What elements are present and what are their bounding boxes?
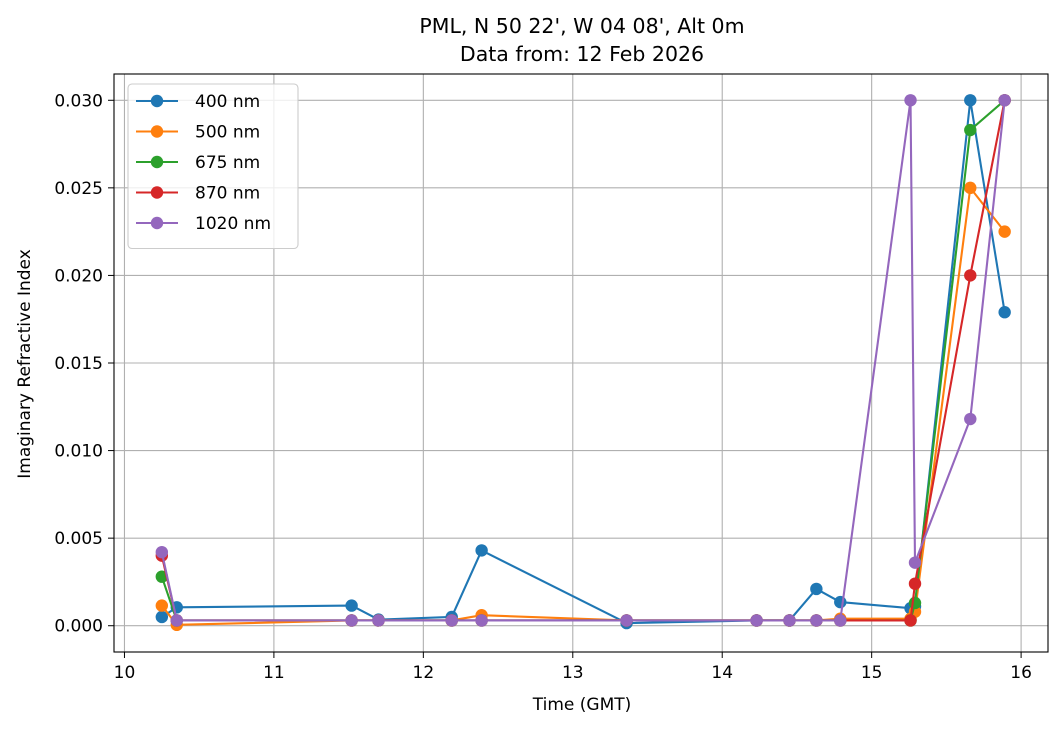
data-point — [998, 225, 1011, 238]
y-tick-label: 0.015 — [54, 354, 103, 374]
x-tick-label: 15 — [861, 663, 883, 683]
data-point — [170, 614, 183, 627]
data-point — [345, 614, 358, 627]
legend-box — [127, 83, 299, 250]
chart-subtitle: Data from: 12 Feb 2026 — [460, 42, 704, 66]
x-axis-label: Time (GMT) — [532, 695, 632, 715]
data-point — [620, 614, 633, 627]
legend-label: 870 nm — [195, 184, 260, 204]
data-point — [810, 614, 823, 627]
legend-marker — [150, 155, 164, 169]
data-point — [155, 545, 169, 559]
y-tick-label: 0.005 — [54, 529, 103, 549]
data-point — [810, 582, 823, 596]
x-tick-label: 10 — [114, 663, 136, 683]
data-point — [964, 412, 977, 426]
data-point — [964, 269, 977, 282]
y-tick-label: 0.030 — [54, 91, 103, 111]
legend-label: 675 nm — [195, 153, 260, 173]
series-1020-nm — [155, 94, 1011, 627]
axis-ticks: 10 11 12 13 14 15 16 0.000 0.005 0.010 0.015 0.020 0… — [54, 91, 1032, 683]
x-tick-label: 13 — [562, 663, 584, 683]
legend-item: 675 nm — [136, 153, 260, 173]
legend: 400 nm 500 nm 675 nm 870 nm 1020 nm — [127, 83, 299, 250]
legend-label: 400 nm — [195, 92, 260, 112]
legend-marker — [150, 186, 164, 199]
x-tick-label: 14 — [711, 663, 733, 683]
legend-item: 400 nm — [136, 92, 260, 112]
y-axis-label: Imaginary Refractive Index — [15, 249, 35, 479]
data-point — [155, 610, 169, 624]
legend-marker — [150, 94, 164, 108]
y-tick-label: 0.010 — [54, 442, 103, 462]
data-point — [345, 599, 358, 612]
chart-title: PML, N 50 22', W 04 08', Alt 0m — [419, 14, 744, 38]
data-point — [783, 614, 796, 627]
legend-item: 870 nm — [136, 184, 260, 204]
x-tick-label: 11 — [263, 663, 285, 683]
legend-item: 500 nm — [136, 123, 260, 143]
data-point — [908, 577, 922, 590]
y-tick-label: 0.000 — [54, 617, 103, 637]
data-point — [964, 123, 977, 137]
data-point — [155, 599, 169, 612]
data-point — [998, 306, 1011, 319]
data-point — [750, 614, 763, 627]
data-point — [834, 595, 847, 609]
data-point — [834, 614, 847, 627]
y-tick-label: 0.025 — [54, 179, 103, 199]
legend-item: 1020 nm — [136, 214, 271, 234]
x-tick-label: 16 — [1010, 663, 1032, 683]
data-point — [964, 94, 977, 107]
y-tick-label: 0.020 — [54, 266, 103, 286]
data-point — [904, 614, 917, 627]
data-point — [908, 596, 922, 610]
data-point — [998, 94, 1011, 107]
legend-label: 1020 nm — [195, 214, 271, 234]
data-point — [445, 614, 458, 627]
data-point — [904, 94, 917, 107]
data-series — [155, 94, 1011, 632]
data-point — [964, 181, 977, 195]
data-point — [475, 614, 488, 627]
data-point — [475, 544, 488, 557]
data-point — [372, 614, 385, 627]
legend-marker — [150, 125, 164, 138]
data-point — [908, 556, 922, 569]
x-tick-label: 12 — [413, 663, 435, 683]
legend-marker — [150, 216, 164, 230]
legend-label: 500 nm — [195, 123, 260, 143]
